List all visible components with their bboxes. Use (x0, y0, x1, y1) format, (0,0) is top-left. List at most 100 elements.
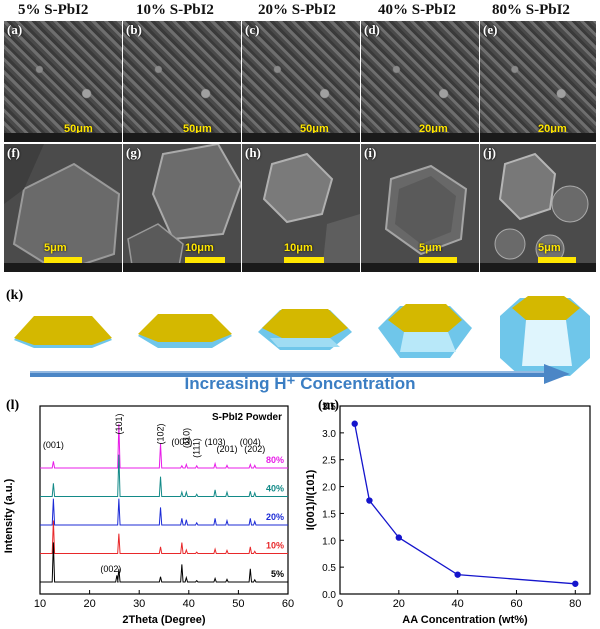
column-title-10: 10% S-PbI2 (136, 2, 214, 18)
sem-panel-b: (b) 50μm (123, 21, 241, 142)
scale-text-b: 50μm (183, 123, 212, 135)
column-title-40: 40% S-PbI2 (378, 2, 456, 18)
xrd-pattern-20pct (40, 498, 288, 526)
scale-text-e: 20μm (538, 123, 567, 135)
xrd-chart: 10 20 30 40 50 60 2Theta (Degree) Intensity (a.… (3, 405, 294, 626)
column-title-80: 80% S-PbI2 (492, 2, 570, 18)
peak-label: (102) (156, 423, 166, 444)
sem-info-bar (242, 133, 360, 142)
y-tick-label: 0.5 (322, 563, 336, 574)
peak-label: (202) (244, 444, 265, 454)
sem-info-bar (361, 263, 479, 272)
x-tick-label: 0 (337, 598, 343, 610)
xrd-pattern-10pct (40, 520, 288, 554)
series-label: 80% (266, 455, 284, 465)
xrd-pattern-40pct (40, 454, 288, 497)
sem-panel-e: (e) 20μm (480, 21, 596, 142)
panel-label-h: (h) (245, 145, 261, 160)
y-tick-label: 2.5 (322, 456, 336, 467)
x-tick-label: 40 (183, 598, 195, 610)
ratio-line (354, 423, 576, 585)
x-axis-label: 2Theta (Degree) (122, 614, 205, 626)
sem-panel-a: (a) 50μm (4, 21, 122, 142)
xrd-pattern-5pct (40, 542, 288, 583)
sem-info-bar (480, 263, 596, 272)
stacked-plates-image (127, 144, 241, 272)
sem-info-bar (123, 263, 241, 272)
sem-panel-j: (j) 5μm (480, 144, 596, 272)
x-tick-label: 10 (34, 598, 46, 610)
x-axis-label: AA Concentration (wt%) (402, 614, 528, 626)
panel-label-l: (l) (6, 398, 20, 413)
hexagonal-plate-image (4, 144, 121, 272)
series-label: 5% (271, 569, 284, 579)
panel-label-b: (b) (126, 22, 142, 37)
thicker-plate-icon (258, 309, 352, 350)
data-point (395, 534, 403, 541)
scale-text-f: 5μm (44, 242, 67, 254)
ratio-chart: 0 20 40 60 80 0.0 0.5 1.0 1.5 2.0 2.5 3.0 3.5 AA Conc… (305, 402, 591, 626)
sem-info-bar (480, 133, 596, 142)
sem-panel-g: (g) 10μm (123, 144, 241, 272)
series-label: 10% (266, 541, 284, 551)
plot-frame (39, 405, 289, 595)
series-label: 40% (266, 484, 284, 494)
x-tick-label: 40 (452, 598, 464, 610)
peak-label: (003) (171, 437, 192, 447)
y-tick-label: 2.0 (322, 483, 336, 494)
y-tick-label: 1.0 (322, 536, 336, 547)
peak-label: (101) (114, 413, 124, 434)
chart-title: S-PbI2 Powder (212, 412, 282, 423)
scale-bar (284, 257, 324, 263)
y-tick-label: 3.0 (322, 429, 336, 440)
data-point (366, 497, 373, 504)
sem-info-bar (242, 263, 360, 272)
x-tick-label: 20 (393, 598, 405, 610)
panel-label-i: (i) (364, 145, 377, 160)
peak-label: (001) (43, 440, 64, 450)
panel-label-m: (m) (318, 398, 339, 413)
x-tick-label: 30 (133, 598, 145, 610)
scale-text-i: 5μm (419, 242, 442, 254)
plate-crystal-icon (138, 314, 232, 348)
panel-label-g: (g) (126, 145, 142, 160)
polyhedral-crystals-image (494, 152, 589, 264)
scale-bar (44, 257, 82, 263)
peak-label: (111) (192, 438, 202, 458)
scale-bar (538, 257, 576, 263)
scale-text-h: 10μm (284, 242, 313, 254)
scale-text-j: 5μm (538, 242, 561, 254)
scale-text-g: 10μm (185, 242, 214, 254)
arrow-caption: Increasing H⁺ Concentration (184, 374, 416, 393)
sem-panel-i: (i) 5μm (361, 144, 479, 272)
thick-hexagon-image (262, 152, 360, 272)
sem-panel-d: (d) 20μm (361, 21, 479, 142)
scale-text-a: 50μm (64, 123, 93, 135)
sem-panel-c: (c) 50μm (242, 21, 360, 142)
truncated-prism-icon (378, 304, 472, 358)
data-point (454, 571, 461, 578)
panel-label-j: (j) (483, 145, 496, 160)
increasing-arrow (30, 364, 570, 384)
crystal-evolution-schematic (14, 296, 590, 384)
x-tick-label: 60 (282, 598, 294, 610)
y-tick-label: 3.5 (322, 402, 336, 413)
x-tick-label: 20 (83, 598, 95, 610)
data-point (572, 580, 579, 587)
peak-label: (103) (205, 437, 226, 447)
sem-panel-f: (f) 5μm (4, 144, 122, 272)
scale-text-c: 50μm (300, 123, 329, 135)
panel-label-f: (f) (7, 145, 20, 160)
scale-bar (185, 257, 225, 263)
sem-info-bar (361, 133, 479, 142)
sem-info-bar (123, 133, 241, 142)
y-axis-label: I(001)/I(101) (305, 469, 317, 530)
x-tick-label: 60 (510, 598, 522, 610)
peak-label: (002) (100, 564, 121, 574)
scale-text-d: 20μm (419, 123, 448, 135)
data-point (351, 420, 358, 427)
sem-info-bar (4, 133, 122, 142)
plot-frame (339, 405, 591, 595)
panel-label-c: (c) (245, 22, 260, 37)
peak-label: (004) (240, 437, 261, 447)
